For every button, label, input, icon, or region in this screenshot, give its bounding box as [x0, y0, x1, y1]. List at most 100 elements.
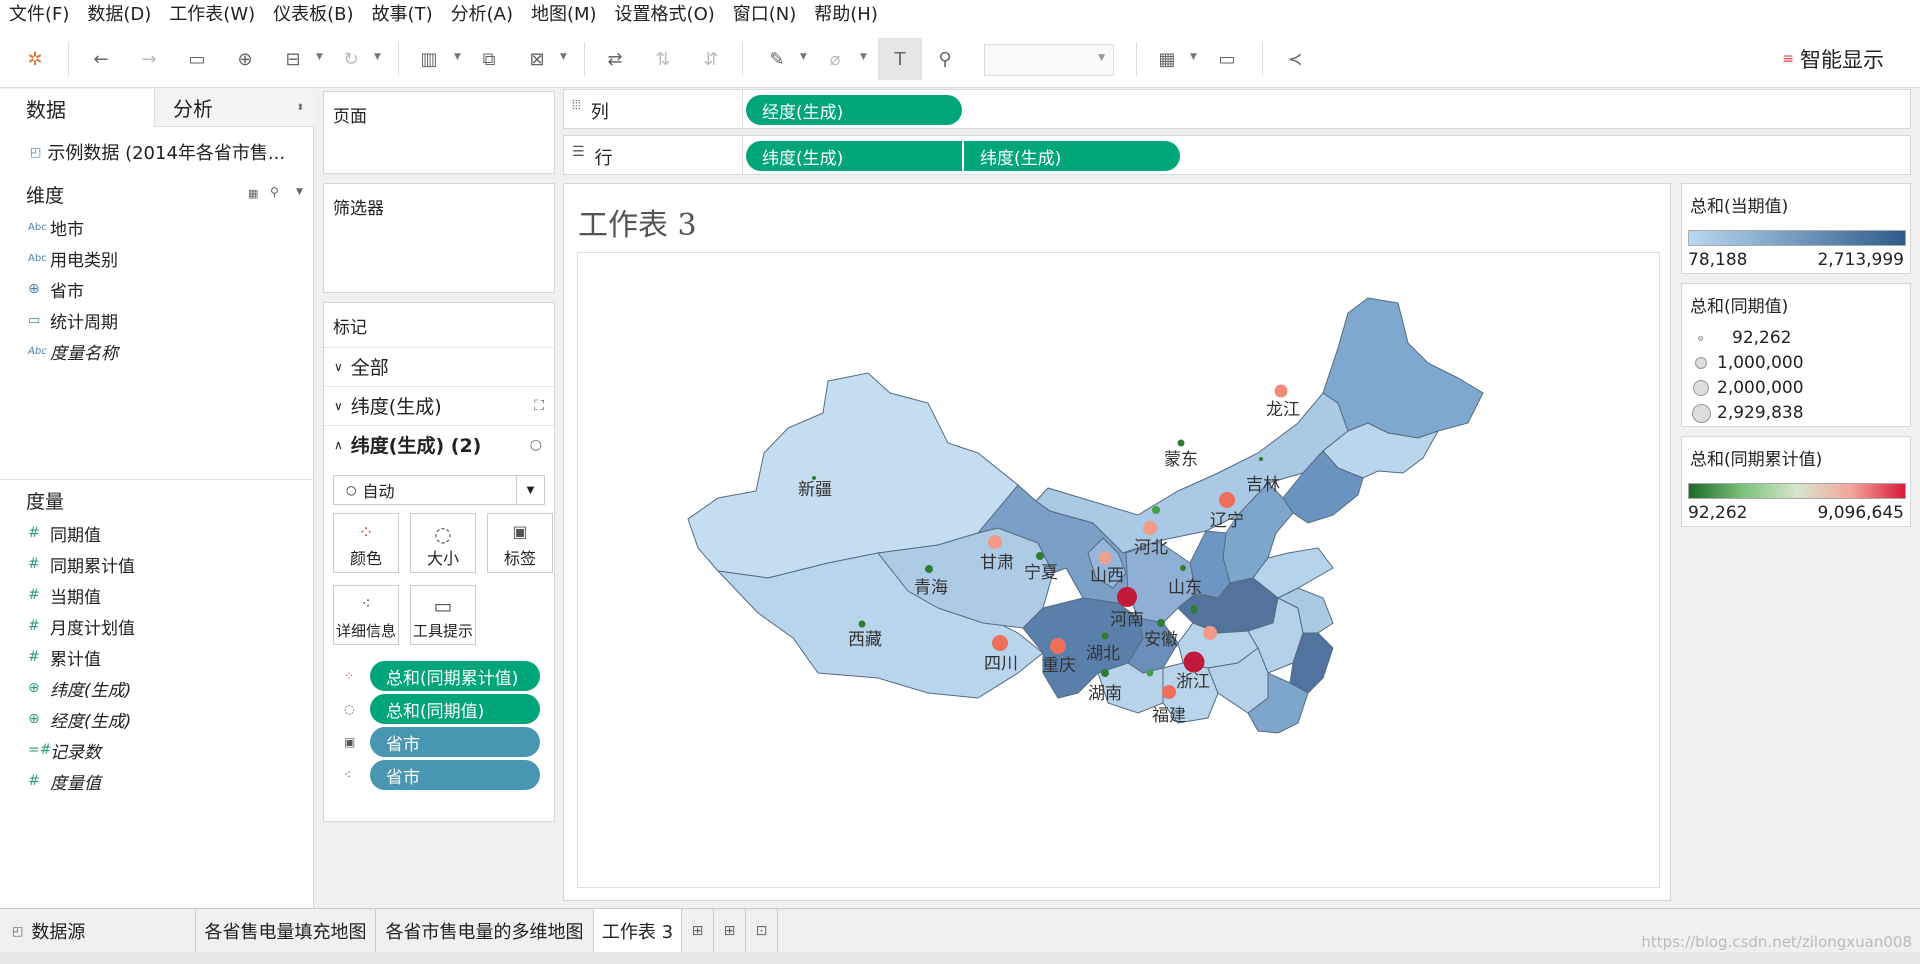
measure-field[interactable]: =# 记录数: [28, 738, 101, 763]
province-xizang[interactable]: [716, 552, 1044, 699]
tab-analysis[interactable]: 分析 ⬍: [154, 89, 314, 127]
search-icon[interactable]: ⚲: [270, 185, 279, 199]
tab-sheet-active[interactable]: 工作表 3: [594, 909, 682, 953]
show-me-button[interactable]: ≡ 智能显示: [1782, 44, 1884, 74]
dropdown-arrow-icon[interactable]: ▼: [316, 52, 323, 62]
tab-sheet[interactable]: 各省售电量填充地图: [196, 909, 376, 953]
pill-same-period[interactable]: 总和(同期值): [370, 694, 540, 724]
view-grid-icon[interactable]: ▦: [248, 187, 259, 200]
show-mark-labels-icon[interactable]: T: [878, 38, 922, 80]
tooltip-button[interactable]: ▭ 工具提示: [410, 585, 476, 645]
mark-circle[interactable]: [1219, 492, 1235, 508]
mark-circle[interactable]: [1203, 626, 1217, 640]
legend-size[interactable]: 总和(同期值) 92,262 1,000,000 2,000,000 2,929…: [1681, 283, 1911, 427]
measure-field[interactable]: ⊕ 经度(生成): [28, 707, 131, 732]
marks-lat1-row[interactable]: ∨ 纬度(生成) ⛶: [324, 386, 554, 424]
new-story-icon[interactable]: ⊡: [746, 909, 778, 953]
mark-circle[interactable]: [1274, 384, 1288, 398]
swap-rows-columns-icon[interactable]: ⇄: [607, 48, 623, 70]
measure-field[interactable]: ⊕ 纬度(生成): [28, 676, 131, 701]
dimension-field[interactable]: ▭ 统计周期: [28, 308, 118, 333]
size-button[interactable]: ◌ 大小: [410, 513, 476, 573]
mark-circle[interactable]: [1098, 551, 1112, 565]
new-worksheet-icon[interactable]: ▥: [420, 48, 438, 70]
measure-field[interactable]: # 当期值: [28, 583, 101, 608]
measure-field[interactable]: # 月度计划值: [28, 614, 135, 639]
dimension-field[interactable]: Abc 用电类别: [28, 246, 118, 271]
dropdown-arrow-icon[interactable]: ▼: [1190, 52, 1197, 62]
mark-dot[interactable]: [1180, 565, 1186, 571]
province-liaoning[interactable]: [1282, 450, 1364, 524]
dropdown-arrow-icon[interactable]: ▼: [560, 52, 567, 62]
menu-format[interactable]: 设置格式(O): [614, 4, 715, 25]
marks-lat2-row[interactable]: ∧ 纬度(生成) (2) ○: [324, 425, 554, 463]
menu-dashboard[interactable]: 仪表板(B): [273, 4, 354, 25]
map-frame[interactable]: 新疆 西藏 青海 甘肃 宁夏 蒙东 龙江 吉林 辽宁 河北 山西 山东 河南 安…: [577, 252, 1660, 888]
mark-type-select[interactable]: ○ 自动 ▼: [333, 475, 545, 505]
filters-shelf[interactable]: 筛选器: [323, 183, 555, 293]
fit-select[interactable]: ▼: [984, 44, 1114, 76]
mark-circle[interactable]: [1050, 638, 1066, 654]
mark-dot[interactable]: [1259, 457, 1263, 461]
mark-dot[interactable]: [812, 476, 816, 480]
columns-shelf[interactable]: ⦙⦙⦙ 列 经度(生成): [563, 89, 1911, 129]
mark-dot[interactable]: [858, 620, 866, 628]
province-qinghai[interactable]: [877, 527, 1054, 629]
province-guizhou[interactable]: [1097, 662, 1164, 714]
new-worksheet-icon[interactable]: ⊞: [682, 909, 714, 953]
mark-dot[interactable]: [1157, 619, 1165, 627]
measure-field[interactable]: # 同期累计值: [28, 552, 135, 577]
dropdown-arrow-icon[interactable]: ▼: [860, 52, 867, 62]
pin-axis-icon[interactable]: ⚲: [938, 48, 952, 70]
menu-map[interactable]: 地图(M): [530, 4, 597, 25]
pause-updates-icon[interactable]: ⊟: [285, 48, 301, 70]
mark-circle[interactable]: [1162, 685, 1176, 699]
legend-cumulative[interactable]: 总和(同期累计值) 92,262 9,096,645: [1681, 436, 1911, 527]
mark-dot[interactable]: [1101, 632, 1109, 640]
legend-current[interactable]: 总和(当期值) 78,188 2,713,999: [1681, 183, 1911, 274]
tab-menu-icon[interactable]: ⬍: [296, 102, 304, 113]
dimension-field[interactable]: Abc 度量名称: [28, 339, 118, 364]
group-members-icon[interactable]: ⌀: [829, 48, 841, 70]
dimension-field[interactable]: ⊕ 省市: [28, 277, 84, 302]
mark-circle[interactable]: [992, 635, 1008, 651]
dropdown-arrow-icon[interactable]: ▼: [374, 52, 381, 62]
province-jiangsu[interactable]: [1276, 587, 1334, 634]
mark-dot[interactable]: [1101, 669, 1109, 677]
tab-datasource[interactable]: ◰ 数据源: [0, 909, 196, 953]
mark-circle[interactable]: [1117, 587, 1137, 607]
pill-cumulative[interactable]: 总和(同期累计值): [370, 661, 540, 691]
save-icon[interactable]: ▭: [188, 48, 206, 70]
detail-button[interactable]: ⁖ 详细信息: [333, 585, 399, 645]
mark-dot[interactable]: [925, 565, 933, 573]
tab-sheet[interactable]: 各省市售电量的多维地图: [376, 909, 594, 953]
menu-story[interactable]: 故事(T): [371, 4, 433, 25]
clear-sheet-icon[interactable]: ⊠: [529, 48, 545, 70]
mark-dot[interactable]: [1152, 506, 1160, 514]
tableau-logo-icon[interactable]: ✲: [27, 48, 43, 70]
datasource-item[interactable]: ◰ 示例数据 (2014年各省市售...: [30, 139, 285, 165]
mark-circle[interactable]: [1183, 651, 1205, 673]
refresh-icon[interactable]: ↻: [343, 48, 359, 70]
province-heilongjiang[interactable]: [1322, 297, 1484, 439]
show-cards-icon[interactable]: ▦: [1158, 48, 1176, 70]
menu-file[interactable]: 文件(F): [9, 4, 70, 25]
presentation-mode-icon[interactable]: ▭: [1218, 48, 1236, 70]
mark-dot[interactable]: [1190, 605, 1198, 613]
duplicate-sheet-icon[interactable]: ⧉: [482, 48, 496, 70]
menu-analysis[interactable]: 分析(A): [450, 4, 513, 25]
mark-circle[interactable]: [1143, 521, 1157, 535]
new-datasource-icon[interactable]: ⊕: [237, 48, 253, 70]
dropdown-arrow-icon[interactable]: ▼: [800, 52, 807, 62]
undo-icon[interactable]: ←: [93, 48, 109, 70]
measure-field[interactable]: # 度量值: [28, 769, 101, 794]
chevron-down-icon[interactable]: ▼: [296, 187, 303, 197]
menu-help[interactable]: 帮助(H): [814, 4, 878, 25]
dimension-field[interactable]: Abc 地市: [28, 215, 84, 240]
pill-longitude[interactable]: 经度(生成): [746, 95, 962, 125]
menu-data[interactable]: 数据(D): [87, 4, 152, 25]
rows-shelf[interactable]: ☰ 行 纬度(生成) 纬度(生成): [563, 135, 1911, 175]
mark-dot[interactable]: [1036, 552, 1044, 560]
share-icon[interactable]: ≺: [1287, 48, 1303, 70]
province-fujian[interactable]: [1247, 672, 1309, 734]
